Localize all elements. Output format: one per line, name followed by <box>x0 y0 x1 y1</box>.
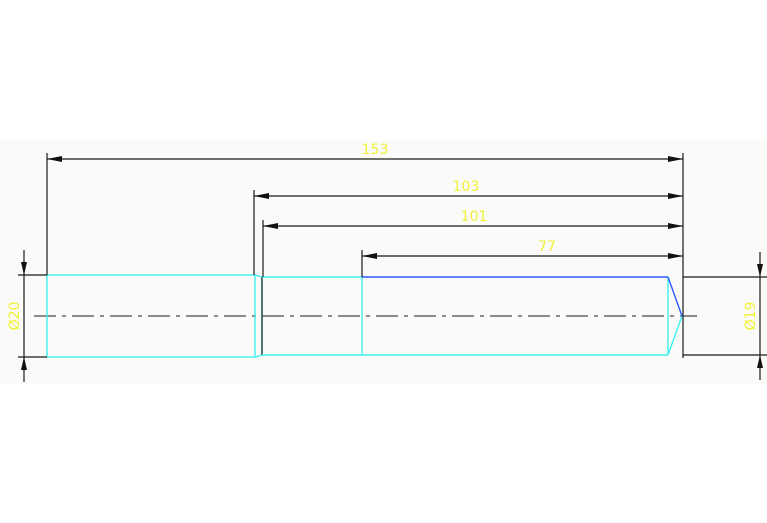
shaft-tip-lower[interactable] <box>667 315 683 356</box>
dimension-77[interactable]: 77 <box>362 239 683 259</box>
extension-lines <box>18 153 767 358</box>
shaft[interactable] <box>46 274 683 358</box>
shaft-tip-upper[interactable] <box>667 276 683 317</box>
dimension-text-diameter-20: Ø20 <box>7 302 23 331</box>
drawing-area <box>0 140 767 384</box>
dimension-153[interactable]: 153 <box>47 142 683 162</box>
dimension-diameter-19[interactable]: Ø19 <box>743 252 763 380</box>
dimension-text-103: 103 <box>453 179 480 195</box>
dimension-text-153: 153 <box>362 142 389 158</box>
dimension-103[interactable]: 103 <box>254 179 683 199</box>
dimension-diameter-20[interactable]: Ø20 <box>7 250 27 382</box>
dimension-text-77: 77 <box>538 239 556 255</box>
shaft-segment-1[interactable] <box>46 274 256 358</box>
dimension-text-101: 101 <box>461 209 488 225</box>
dimension-text-diameter-19: Ø19 <box>743 302 759 331</box>
dimension-101[interactable]: 101 <box>263 209 683 229</box>
